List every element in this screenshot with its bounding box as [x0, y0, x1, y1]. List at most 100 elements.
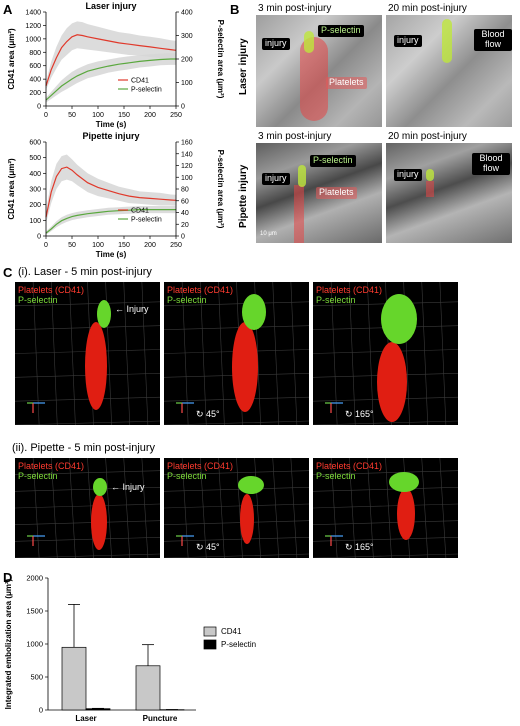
- x-tick-label: 200: [144, 112, 156, 119]
- grid-line: [199, 458, 207, 558]
- y-tick-label: 0: [37, 234, 41, 241]
- grid-line: [367, 282, 374, 425]
- render-grid: [313, 282, 458, 425]
- y2-tick-label: 0: [181, 234, 185, 241]
- psel-overlay: [298, 165, 306, 187]
- render-grid: [15, 458, 160, 558]
- grid-line: [50, 458, 58, 558]
- p-selectin-mass: [238, 476, 264, 494]
- row-label-laser: Laser injury: [238, 38, 249, 95]
- grid-line: [236, 458, 243, 558]
- grid-line: [141, 282, 149, 425]
- grid-line: [313, 520, 458, 525]
- label-p-selectin: P-selectin: [316, 471, 356, 481]
- callout-platelets: Platelets: [326, 77, 367, 89]
- chart-title: Laser injury: [85, 1, 136, 11]
- 3d-render-view: Platelets (CD41) P-selectin ← Injury: [15, 282, 160, 425]
- series-line: [45, 58, 176, 101]
- x-tick-label: Puncture: [143, 714, 178, 723]
- grid-line: [313, 503, 458, 509]
- label-platelets-cd41: Platelets (CD41): [18, 461, 85, 471]
- panel-letter-a: A: [3, 2, 13, 17]
- grid-line: [15, 470, 160, 475]
- label-platelets-cd41: Platelets (CD41): [167, 461, 234, 471]
- error-band: [46, 154, 176, 224]
- y2-tick-label: 0: [181, 104, 185, 111]
- grid-line: [421, 282, 429, 425]
- y-tick-label: 1000: [26, 640, 43, 649]
- psel-overlay: [426, 169, 434, 181]
- x-axis-label: Time (s): [96, 120, 127, 129]
- label-platelets-cd41: Platelets (CD41): [18, 285, 85, 295]
- platelet-mass: [85, 322, 107, 410]
- platelet-overlay: [426, 181, 434, 197]
- y-tick-label: 500: [29, 155, 41, 162]
- legend-label-psel: P-selectin: [131, 87, 162, 94]
- y-tick-label: 2000: [26, 574, 43, 583]
- chart-title: Pipette injury: [82, 131, 139, 141]
- x-tick-label: 150: [118, 242, 130, 249]
- legend-label-cd41: CD41: [131, 78, 149, 85]
- grid-line: [164, 520, 309, 525]
- grid-line: [32, 282, 40, 425]
- x-tick-label: Laser: [75, 714, 96, 723]
- y-tick-label: 200: [29, 202, 41, 209]
- bar: [61, 646, 87, 711]
- y-axis-label: CD41 area (μm²): [7, 28, 16, 90]
- y-tick-label: 200: [29, 90, 41, 97]
- grid-line: [272, 458, 280, 558]
- bar: [85, 708, 111, 711]
- grid-line: [15, 325, 160, 330]
- grid-line: [330, 458, 338, 558]
- grid-line: [69, 458, 76, 558]
- label-p-selectin: P-selectin: [18, 471, 58, 481]
- rotation-angle-label: ↻ 165°: [345, 409, 374, 419]
- y2-tick-label: 400: [181, 10, 193, 17]
- grid-line: [348, 282, 356, 425]
- grid-line: [32, 458, 40, 558]
- x-tick-label: 50: [68, 242, 76, 249]
- legend-swatch: [203, 639, 217, 650]
- callout-injury: injury: [262, 173, 290, 185]
- error-band: [46, 206, 176, 235]
- grid-line: [105, 458, 112, 558]
- micro-pipette-20min: injury Blood flow: [386, 143, 512, 243]
- grid-line: [290, 458, 298, 558]
- 3d-render-view: Platelets (CD41) P-selectin ↻ 45°: [164, 458, 309, 558]
- platelet-mass: [240, 494, 254, 544]
- y-tick-label: 0: [37, 104, 41, 111]
- x-tick-label: 0: [44, 242, 48, 249]
- 3d-render-view: Platelets (CD41) P-selectin ↻ 165°: [313, 282, 458, 425]
- panel-letter-b: B: [230, 2, 240, 17]
- micro-laser-3min: injury P-selectin Platelets: [256, 15, 382, 127]
- legend-label-cd41: CD41: [131, 208, 149, 215]
- p-selectin-mass: [389, 472, 419, 492]
- p-selectin-mass: [381, 294, 417, 344]
- grid-line: [164, 301, 309, 307]
- y2-tick-label: 160: [181, 140, 193, 147]
- y2-axis-label: P-selectin area (μm²): [216, 20, 225, 99]
- callout-blood-flow: Blood flow: [474, 29, 512, 51]
- micro-pipette-3min: injury P-selectin Platelets 10 μm: [256, 143, 382, 243]
- 3d-render-view: Platelets (CD41) P-selectin ↻ 165°: [313, 458, 458, 558]
- callout-platelets: Platelets: [316, 187, 357, 199]
- grid-line: [164, 470, 309, 475]
- grid-line: [15, 396, 160, 402]
- psel-overlay: [442, 19, 452, 63]
- callout-p-selectin: P-selectin: [318, 25, 364, 37]
- row1-title: (i). Laser - 5 min post-injury: [18, 266, 152, 278]
- y-tick-label: 1000: [25, 36, 41, 43]
- platelet-overlay: [294, 185, 304, 243]
- grid-line: [218, 458, 225, 558]
- col-title-3min: 3 min post-injury: [258, 3, 332, 14]
- legend-swatch: [203, 626, 217, 637]
- error-band: [46, 21, 176, 90]
- x-tick-label: 150: [118, 112, 130, 119]
- x-tick-label: 100: [92, 112, 104, 119]
- y-tick-label: 600: [29, 63, 41, 70]
- y2-tick-label: 80: [181, 187, 189, 194]
- y-tick-label: 500: [30, 673, 43, 682]
- rotation-angle-label: ↻ 45°: [196, 409, 220, 419]
